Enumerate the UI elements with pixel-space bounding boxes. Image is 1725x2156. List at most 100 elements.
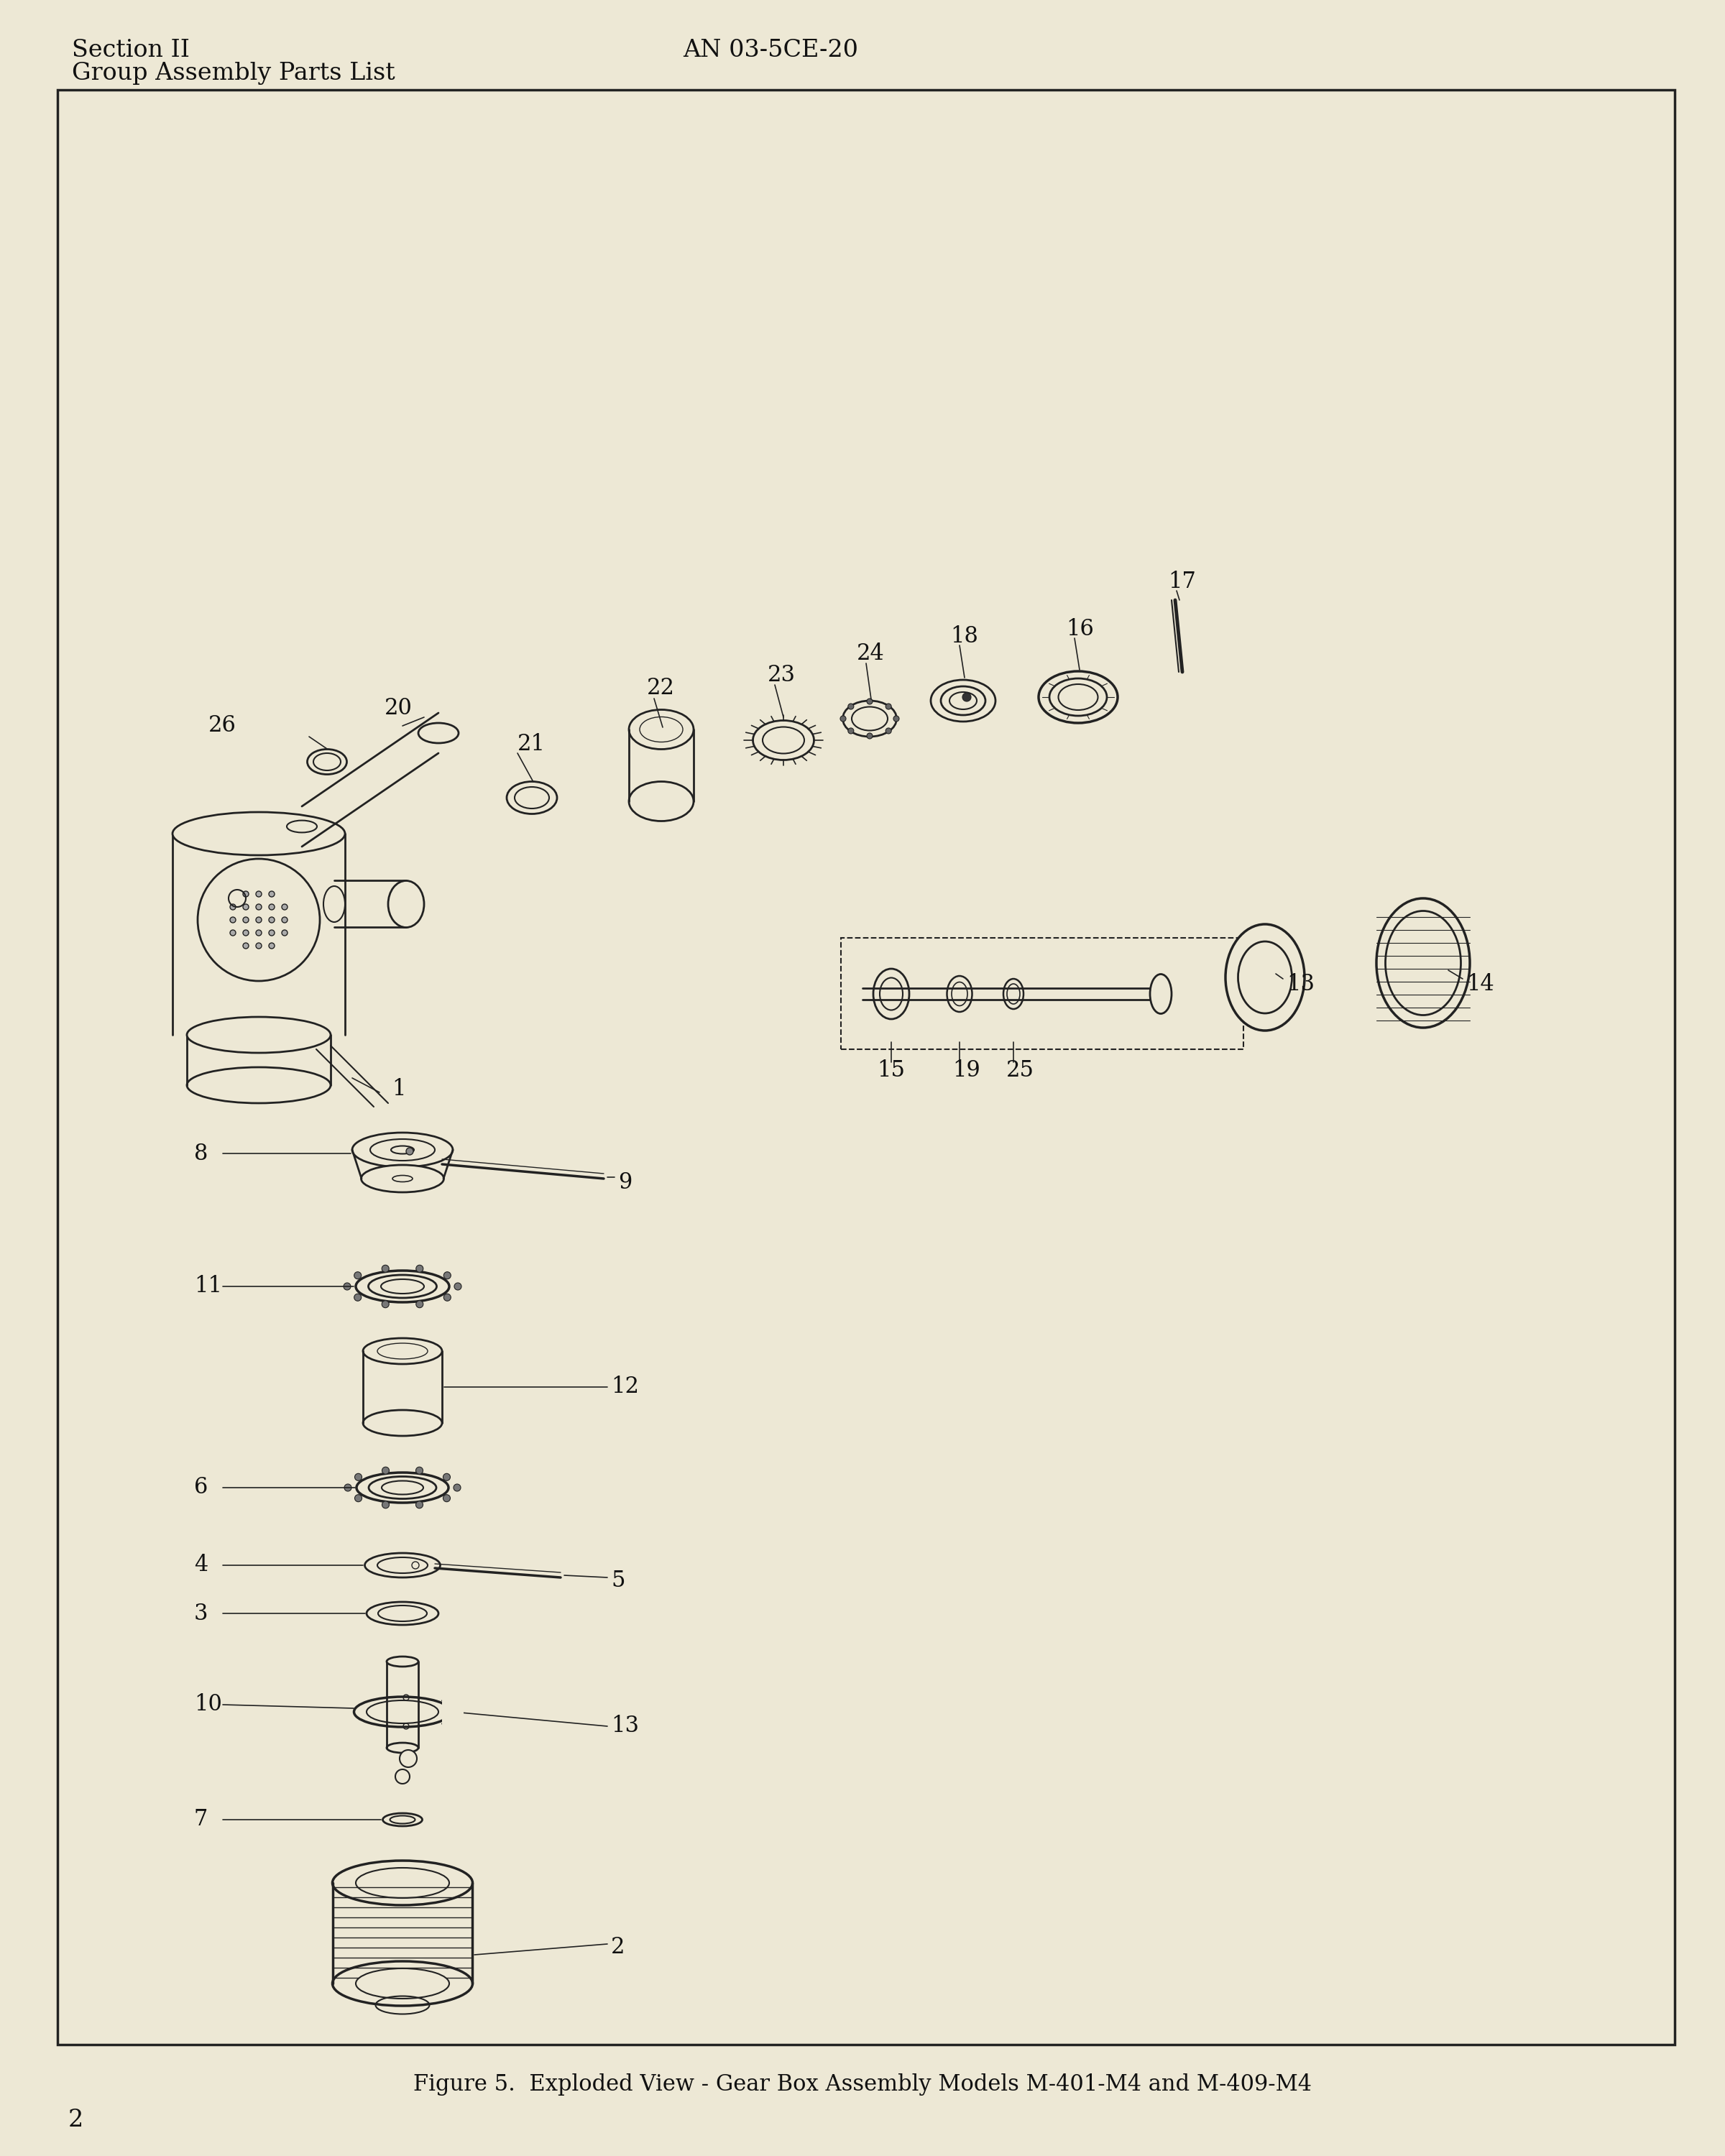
Ellipse shape xyxy=(357,1473,448,1503)
Ellipse shape xyxy=(371,1138,435,1160)
Circle shape xyxy=(454,1483,461,1492)
Circle shape xyxy=(400,1751,417,1768)
Circle shape xyxy=(416,1501,423,1509)
Circle shape xyxy=(243,916,248,923)
Ellipse shape xyxy=(362,1339,442,1365)
Ellipse shape xyxy=(386,1656,419,1667)
Circle shape xyxy=(381,1501,390,1509)
Circle shape xyxy=(343,1283,350,1289)
Text: 13: 13 xyxy=(1287,975,1314,996)
Circle shape xyxy=(849,703,854,709)
Ellipse shape xyxy=(1385,910,1461,1015)
Ellipse shape xyxy=(388,880,424,927)
Text: 20: 20 xyxy=(385,696,412,720)
Text: 1: 1 xyxy=(392,1078,405,1100)
Circle shape xyxy=(255,890,262,897)
Text: 6: 6 xyxy=(193,1477,209,1498)
Circle shape xyxy=(198,858,319,981)
Circle shape xyxy=(269,942,274,949)
Circle shape xyxy=(243,942,248,949)
Circle shape xyxy=(868,733,873,740)
Ellipse shape xyxy=(333,1861,473,1906)
Ellipse shape xyxy=(355,1968,448,1999)
Circle shape xyxy=(354,1294,361,1300)
Text: Figure 5.  Exploded View - Gear Box Assembly Models M-401-M4 and M-409-M4: Figure 5. Exploded View - Gear Box Assem… xyxy=(414,2074,1311,2096)
Circle shape xyxy=(243,929,248,936)
Ellipse shape xyxy=(419,722,459,744)
Circle shape xyxy=(243,903,248,910)
Ellipse shape xyxy=(186,1018,331,1052)
Circle shape xyxy=(381,1300,390,1309)
Ellipse shape xyxy=(932,679,995,722)
Text: 8: 8 xyxy=(193,1143,209,1164)
Circle shape xyxy=(416,1266,423,1272)
Circle shape xyxy=(354,1272,361,1279)
Text: 23: 23 xyxy=(768,664,795,686)
Circle shape xyxy=(269,890,274,897)
Text: 25: 25 xyxy=(1006,1061,1035,1082)
Ellipse shape xyxy=(1049,679,1107,716)
Circle shape xyxy=(443,1272,450,1279)
Circle shape xyxy=(229,916,236,923)
Circle shape xyxy=(255,929,262,936)
Circle shape xyxy=(269,916,274,923)
Text: Section II: Section II xyxy=(72,39,190,63)
Circle shape xyxy=(840,716,845,722)
Ellipse shape xyxy=(172,813,345,856)
Circle shape xyxy=(443,1494,450,1503)
Text: 18: 18 xyxy=(950,625,978,647)
Text: 10: 10 xyxy=(193,1695,223,1716)
Circle shape xyxy=(381,1466,390,1475)
Circle shape xyxy=(885,703,892,709)
Circle shape xyxy=(381,1266,390,1272)
Text: 7: 7 xyxy=(193,1809,209,1830)
Circle shape xyxy=(255,942,262,949)
Circle shape xyxy=(885,729,892,733)
Text: 17: 17 xyxy=(1168,571,1195,593)
Text: 2: 2 xyxy=(611,1936,624,1958)
Ellipse shape xyxy=(630,709,693,750)
Ellipse shape xyxy=(1038,671,1118,722)
Ellipse shape xyxy=(352,1132,452,1166)
Ellipse shape xyxy=(1225,925,1304,1031)
Text: 9: 9 xyxy=(618,1171,631,1194)
Ellipse shape xyxy=(752,720,814,761)
Text: 11: 11 xyxy=(193,1276,223,1298)
Text: 15: 15 xyxy=(876,1061,906,1082)
Circle shape xyxy=(443,1294,450,1300)
Circle shape xyxy=(894,716,899,722)
Text: AN 03-5CE-20: AN 03-5CE-20 xyxy=(683,39,859,63)
Circle shape xyxy=(416,1300,423,1309)
Circle shape xyxy=(849,729,854,733)
Circle shape xyxy=(345,1483,352,1492)
Circle shape xyxy=(963,692,971,701)
Circle shape xyxy=(405,1147,414,1156)
Circle shape xyxy=(443,1473,450,1481)
Text: 4: 4 xyxy=(193,1554,209,1576)
Text: 2: 2 xyxy=(69,2109,83,2132)
Bar xyxy=(842,938,1244,1050)
Text: Group Assembly Parts List: Group Assembly Parts List xyxy=(72,63,395,84)
Circle shape xyxy=(454,1283,462,1289)
Text: 26: 26 xyxy=(209,716,236,737)
Ellipse shape xyxy=(1151,975,1171,1013)
Circle shape xyxy=(255,916,262,923)
Circle shape xyxy=(243,890,248,897)
Text: 12: 12 xyxy=(611,1376,638,1399)
Circle shape xyxy=(229,929,236,936)
Text: 13: 13 xyxy=(611,1716,638,1738)
Text: 24: 24 xyxy=(857,642,885,664)
Circle shape xyxy=(229,903,236,910)
Ellipse shape xyxy=(369,1477,436,1498)
Circle shape xyxy=(355,1494,362,1503)
Text: 16: 16 xyxy=(1066,617,1094,640)
Circle shape xyxy=(395,1770,411,1783)
Ellipse shape xyxy=(361,1164,443,1192)
Text: 21: 21 xyxy=(518,733,545,755)
Circle shape xyxy=(281,903,288,910)
Text: 22: 22 xyxy=(647,677,674,699)
Ellipse shape xyxy=(333,1962,473,2005)
Text: 19: 19 xyxy=(952,1061,980,1082)
Ellipse shape xyxy=(364,1552,440,1578)
Text: 14: 14 xyxy=(1466,975,1494,996)
